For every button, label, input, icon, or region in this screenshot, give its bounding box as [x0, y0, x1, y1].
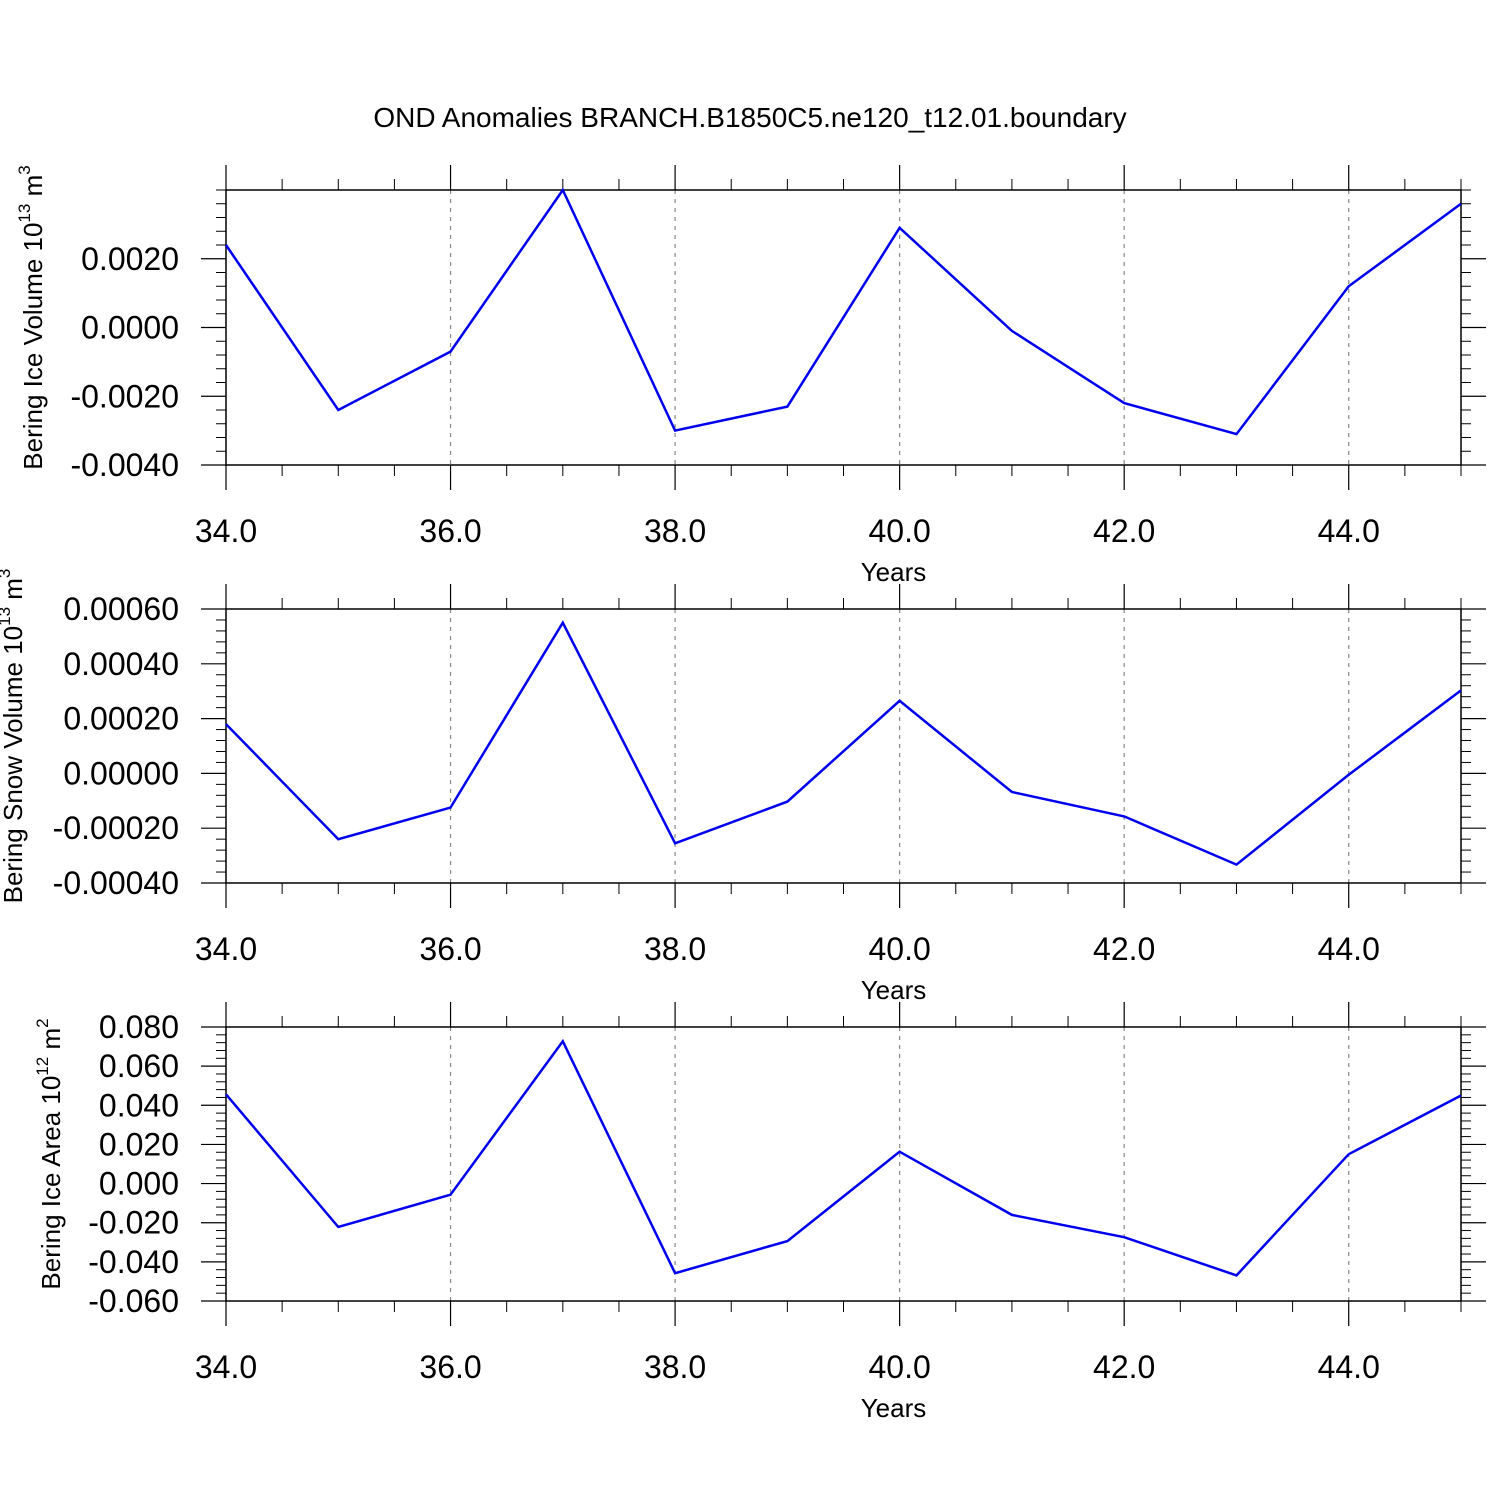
x-tick-label: 44.0 — [1318, 513, 1380, 549]
y-tick-label: 0.020 — [99, 1126, 179, 1162]
y-axis-label-part: m — [18, 175, 48, 204]
y-axis-label-part: Bering Ice Volume 10 — [18, 223, 48, 470]
plot-frame — [225, 189, 1462, 466]
y-axis-label: Bering Ice Area 1012 m2 — [33, 1018, 66, 1289]
y-axis-label-superscript: 13 — [15, 204, 34, 223]
x-tick-label: 36.0 — [419, 1349, 481, 1385]
y-tick-label: 0.0020 — [81, 241, 179, 277]
x-axis-label: Years — [861, 557, 927, 587]
y-axis-label-part: Bering Snow Volume 10 — [0, 626, 28, 904]
series-line — [224, 187, 1462, 436]
x-tick-label: 44.0 — [1318, 1349, 1380, 1385]
panel-2: -0.00040 -0.00020 0.00000 0.00020 0.00040 0.0… — [0, 569, 1486, 1005]
y-axis-label: Bering Ice Volume 1013 m3 — [15, 165, 48, 469]
plot-frame — [225, 1026, 1462, 1302]
series-line — [225, 1038, 1462, 1277]
y-axis-label-superscript: 12 — [33, 1057, 52, 1076]
x-tick-label: 42.0 — [1093, 513, 1155, 549]
y-tick-label: -0.00020 — [53, 810, 179, 846]
y-axis-label-superscript: 2 — [33, 1018, 52, 1027]
x-tick-label: 34.0 — [195, 931, 257, 967]
panels: -0.0040 -0.0020 0.0000 0.0020 34.0 36.0 38.0 40… — [0, 165, 1486, 1423]
y-axis-label-superscript: 13 — [0, 607, 14, 626]
y-tick-label: 0.080 — [99, 1009, 179, 1045]
y-tick-label: -0.040 — [88, 1244, 179, 1280]
y-tick-label: -0.0020 — [70, 378, 179, 414]
x-tick-label: 42.0 — [1093, 931, 1155, 967]
y-tick-label: -0.060 — [88, 1283, 179, 1319]
y-tick-label: 0.000 — [99, 1166, 179, 1202]
panel-1: -0.0040 -0.0020 0.0000 0.0020 34.0 36.0 38.0 40… — [15, 165, 1486, 587]
series-line — [225, 620, 1462, 867]
y-tick-label: 0.040 — [99, 1087, 179, 1123]
y-tick-label: 0.060 — [99, 1048, 179, 1084]
plot-frame — [225, 608, 1462, 884]
x-tick-label: 34.0 — [195, 513, 257, 549]
x-axis-label: Years — [861, 975, 927, 1005]
x-tick-label: 34.0 — [195, 1349, 257, 1385]
y-tick-label: 0.00040 — [63, 646, 179, 682]
y-tick-label: -0.020 — [88, 1205, 179, 1241]
y-tick-label: 0.00020 — [63, 701, 179, 737]
y-tick-label: 0.00060 — [63, 591, 179, 627]
y-tick-label: 0.0000 — [81, 310, 179, 346]
x-tick-label: 40.0 — [868, 931, 930, 967]
x-tick-label: 42.0 — [1093, 1349, 1155, 1385]
x-tick-label: 40.0 — [868, 513, 930, 549]
y-axis-label-superscript: 3 — [0, 569, 14, 578]
y-axis-label-superscript: 3 — [15, 165, 34, 174]
y-axis-label-part: m — [36, 1028, 66, 1057]
y-tick-label: -0.00040 — [53, 865, 179, 901]
x-tick-label: 38.0 — [644, 1349, 706, 1385]
x-tick-label: 38.0 — [644, 931, 706, 967]
x-tick-label: 40.0 — [868, 1349, 930, 1385]
x-tick-label: 36.0 — [419, 513, 481, 549]
y-tick-label: 0.00000 — [63, 755, 179, 791]
x-tick-label: 44.0 — [1318, 931, 1380, 967]
x-tick-label: 38.0 — [644, 513, 706, 549]
x-axis-label: Years — [861, 1393, 927, 1423]
y-axis-label: Bering Snow Volume 1013 m3 — [0, 569, 28, 904]
y-axis-label-part: m — [0, 578, 28, 607]
y-tick-label: -0.0040 — [70, 447, 179, 483]
x-tick-label: 36.0 — [419, 931, 481, 967]
y-axis-label-part: Bering Ice Area 10 — [36, 1076, 66, 1290]
figure-title: OND Anomalies BRANCH.B1850C5.ne120_t12.0… — [373, 102, 1126, 133]
